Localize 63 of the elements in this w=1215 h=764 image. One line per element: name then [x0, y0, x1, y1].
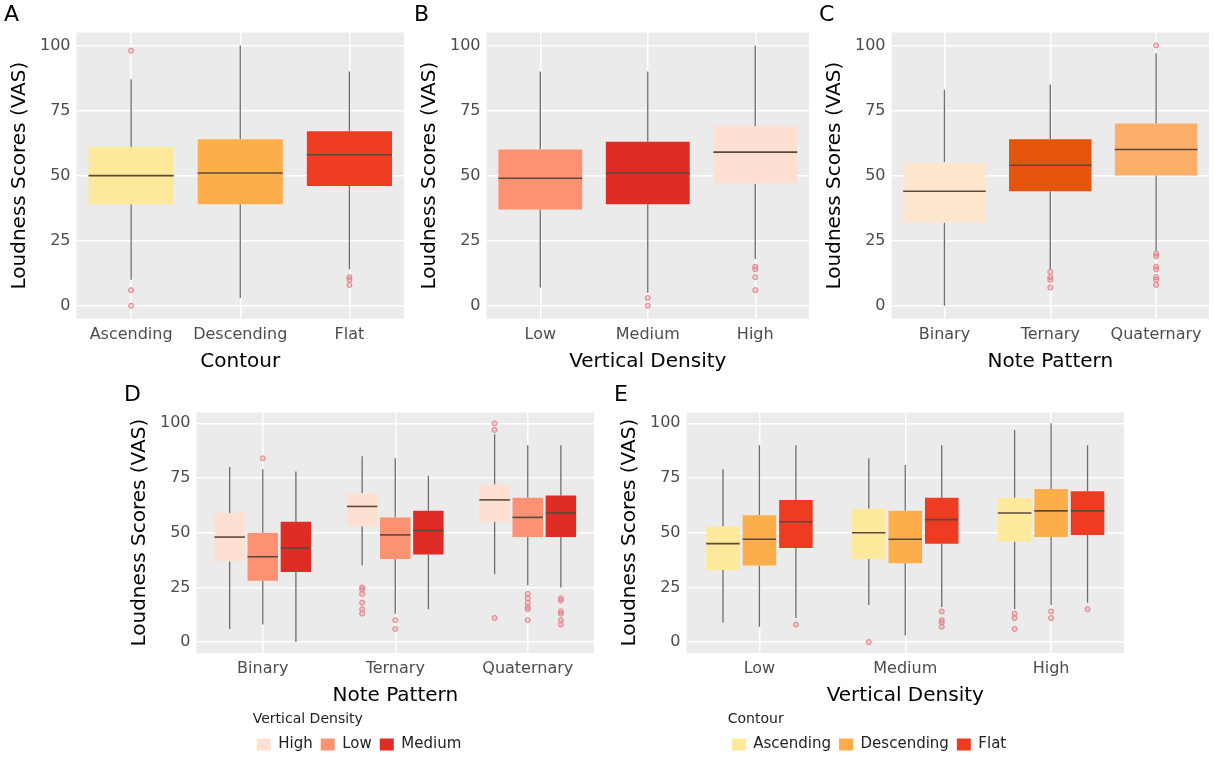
y-tick-label: 100: [449, 34, 481, 54]
legend-label: Medium: [401, 734, 462, 753]
chart-title: A: [4, 0, 20, 26]
y-tick-label: 75: [660, 467, 681, 487]
x-tick-label: Ternary: [364, 657, 425, 677]
legend-label: High: [278, 734, 313, 753]
x-axis-title: Note Pattern: [332, 682, 459, 707]
y-tick-label: 75: [50, 99, 71, 119]
y-tick-label: 25: [50, 229, 71, 249]
y-tick-label: 25: [460, 229, 481, 249]
x-tick-label: Flat: [334, 323, 365, 343]
legend-label: Ascending: [753, 734, 832, 753]
x-tick-label: Low: [524, 323, 557, 343]
legend-title: Contour: [727, 709, 784, 726]
x-axis-title: Vertical Density: [826, 682, 985, 707]
x-axis-title: Note Pattern: [987, 348, 1114, 373]
y-tick-label: 50: [460, 164, 481, 184]
y-tick-label: 100: [854, 34, 886, 54]
y-axis-title: Loudness Scores (VAS): [416, 61, 441, 290]
x-tick-label: High: [736, 323, 774, 343]
y-tick-label: 75: [865, 99, 886, 119]
x-tick-label: Quaternary: [1110, 323, 1202, 343]
x-tick-label: Descending: [193, 323, 288, 343]
chart-title: B: [414, 0, 430, 26]
y-tick-label: 75: [460, 99, 481, 119]
y-tick-label: 50: [660, 521, 681, 541]
x-tick-label: Ascending: [89, 323, 173, 343]
y-tick-label: 100: [39, 34, 71, 54]
y-tick-label: 0: [180, 631, 191, 651]
y-tick-label: 0: [670, 631, 681, 651]
x-tick-label: Low: [743, 657, 776, 677]
y-tick-label: 0: [60, 294, 71, 314]
x-tick-label: Binary: [918, 323, 971, 343]
x-tick-label: Binary: [237, 657, 289, 677]
x-axis-title: Vertical Density: [569, 348, 727, 373]
x-axis-title: Contour: [200, 348, 281, 373]
y-tick-label: 100: [159, 412, 191, 432]
y-tick-label: 75: [170, 467, 191, 487]
chart-title: E: [614, 380, 628, 406]
y-tick-label: 50: [865, 164, 886, 184]
y-axis-title: Loudness Scores (VAS): [821, 61, 846, 290]
y-axis-title: Loudness Scores (VAS): [126, 418, 151, 647]
y-tick-label: 0: [875, 294, 886, 314]
y-axis-title: Loudness Scores (VAS): [616, 418, 641, 647]
y-tick-label: 25: [865, 229, 886, 249]
x-tick-label: High: [1032, 657, 1070, 677]
y-tick-label: 25: [170, 576, 191, 596]
x-tick-label: Medium: [615, 323, 680, 343]
x-tick-label: Medium: [873, 657, 938, 677]
x-tick-label: Quaternary: [482, 657, 574, 677]
y-tick-label: 25: [660, 576, 681, 596]
y-tick-label: 0: [470, 294, 481, 314]
legend-label: Descending: [860, 734, 949, 753]
legend-label: Low: [342, 734, 372, 753]
y-tick-label: 50: [170, 521, 191, 541]
chart-title: D: [124, 380, 141, 406]
y-tick-label: 50: [50, 164, 71, 184]
chart-title: C: [819, 0, 835, 26]
legend-title: Vertical Density: [252, 709, 363, 726]
legend-label: Flat: [978, 734, 1007, 753]
y-tick-label: 100: [649, 412, 681, 432]
y-axis-title: Loudness Scores (VAS): [6, 61, 31, 290]
x-tick-label: Ternary: [1019, 323, 1080, 343]
